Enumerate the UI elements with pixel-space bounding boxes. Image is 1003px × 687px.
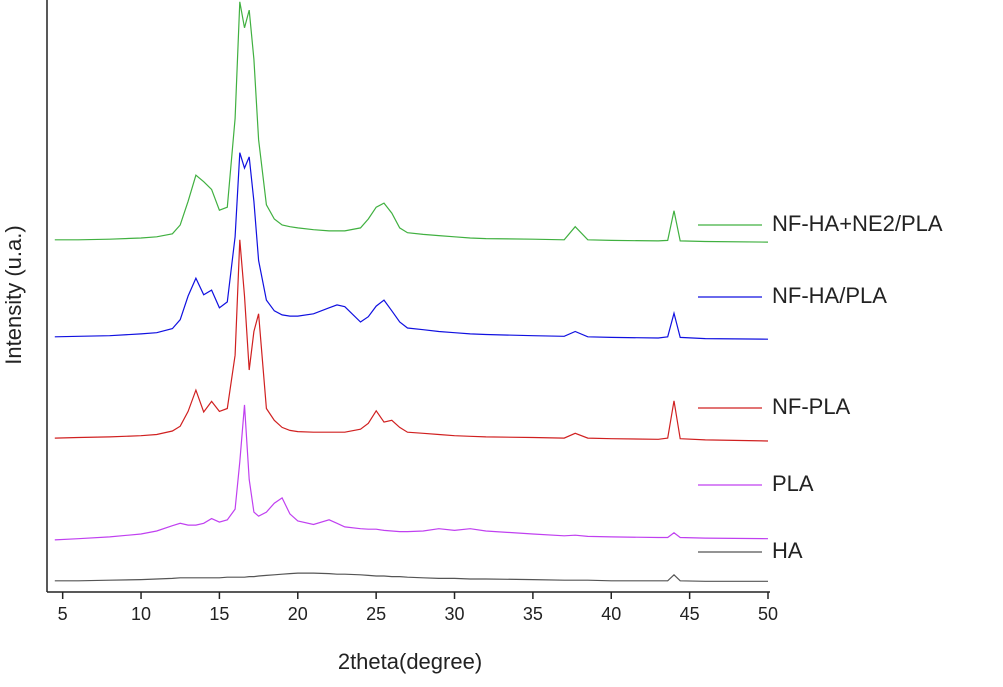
x-tick-label: 35 (523, 604, 543, 624)
legend-label: PLA (772, 471, 814, 496)
data-line (54, 572, 768, 582)
x-tick-label: 40 (601, 604, 621, 624)
data-line (54, 1, 769, 243)
x-tick-label: 45 (680, 604, 700, 624)
legend-label: NF-HA+NE2/PLA (772, 211, 943, 236)
data-line (54, 239, 769, 442)
x-tick-label: 15 (209, 604, 229, 624)
x-tick-label: 5 (58, 604, 68, 624)
x-tick-label: 25 (366, 604, 386, 624)
x-tick-label: 30 (445, 604, 465, 624)
data-line (54, 152, 769, 340)
x-axis-label: 2theta(degree) (338, 649, 482, 674)
data-line (54, 404, 769, 541)
x-tick-label: 10 (131, 604, 151, 624)
legend-label: NF-HA/PLA (772, 283, 887, 308)
legend-label: NF-PLA (772, 394, 851, 419)
x-tick-label: 50 (758, 604, 778, 624)
y-axis-label: Intensity (u.a.) (1, 225, 26, 364)
legend-label: HA (772, 538, 803, 563)
x-tick-label: 20 (288, 604, 308, 624)
